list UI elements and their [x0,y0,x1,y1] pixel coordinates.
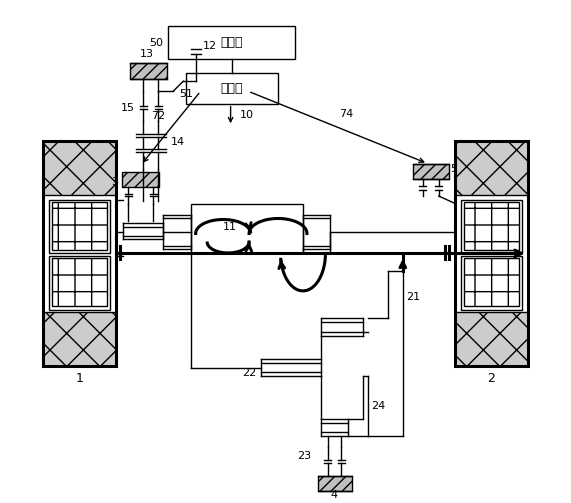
Bar [413,163,449,179]
Text: 联轴器: 联轴器 [220,81,243,95]
Text: 21: 21 [407,292,420,302]
Bar [461,256,521,309]
Bar [43,141,116,366]
Bar [191,204,303,254]
Bar [130,63,167,79]
Bar [455,141,528,195]
Text: 23: 23 [297,451,311,461]
Bar [168,26,295,59]
Text: 15: 15 [121,103,135,113]
Text: 74: 74 [339,109,353,119]
Text: 12: 12 [203,41,218,51]
Text: 2: 2 [488,372,495,385]
Text: 24: 24 [371,401,385,410]
Text: 72: 72 [151,111,166,121]
Text: 11: 11 [223,222,236,232]
Bar [52,202,107,250]
Bar [50,200,110,254]
Text: 51: 51 [179,89,193,99]
Text: 4: 4 [331,490,338,500]
Bar [52,258,107,306]
Bar [455,312,528,366]
Bar [464,202,518,250]
Text: 5: 5 [450,163,457,174]
Bar [50,256,110,309]
Bar [122,172,159,187]
Bar [318,475,352,490]
Text: 50: 50 [149,38,163,48]
Text: 14: 14 [171,137,185,147]
Bar [43,312,116,366]
Bar [461,200,521,254]
Bar [186,73,278,104]
Text: 发动机: 发动机 [220,36,243,49]
Text: 1: 1 [76,372,83,385]
Bar [464,258,518,306]
Bar [455,141,528,366]
Text: 3: 3 [111,177,118,187]
Text: 22: 22 [242,368,256,378]
Bar [43,141,116,195]
Text: 10: 10 [240,110,254,120]
Text: 13: 13 [140,49,154,59]
